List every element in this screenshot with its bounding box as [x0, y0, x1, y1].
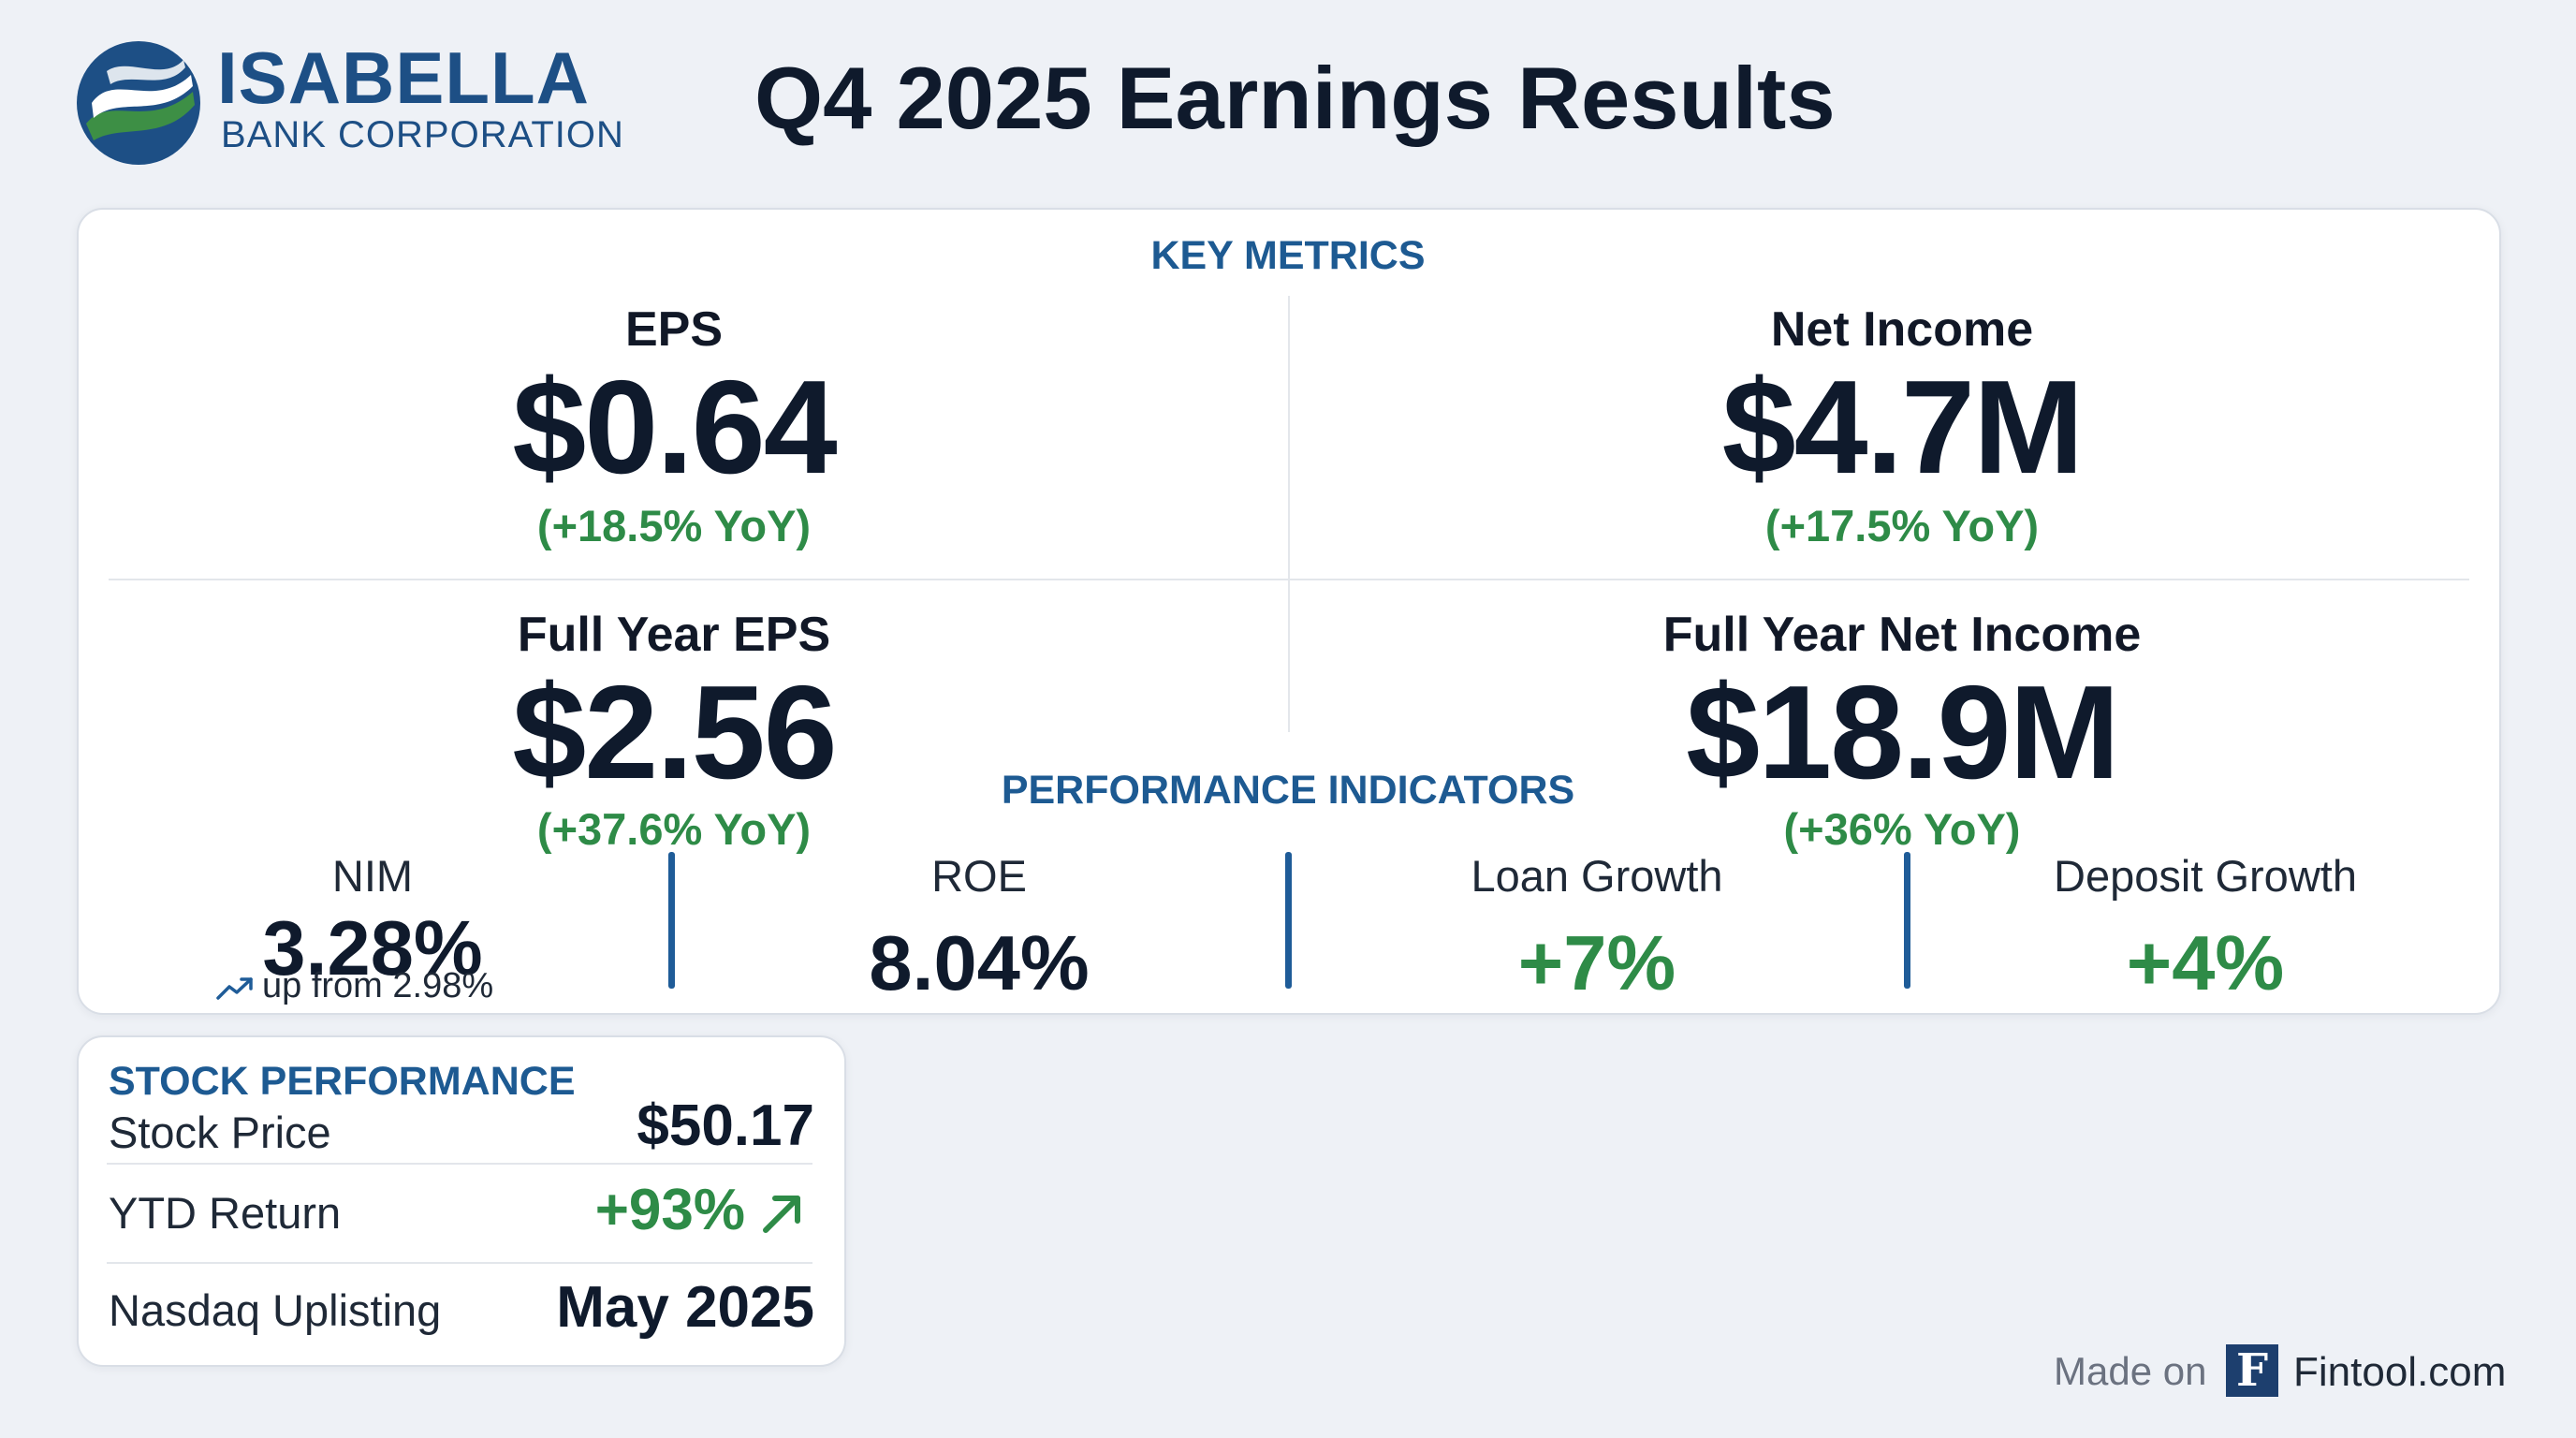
nim-change-text: up from 2.98% — [262, 966, 494, 1005]
nasdaq-uplisting-value: May 2025 — [556, 1275, 814, 1340]
indicator-value: 3.28% — [262, 904, 483, 991]
indicator-label: Loan Growth — [1471, 851, 1723, 901]
indicator-label: ROE — [931, 851, 1027, 901]
stock-price-value: $50.17 — [637, 1093, 814, 1158]
metric-label: Net Income — [1770, 302, 2034, 357]
stock-performance-card — [77, 1035, 846, 1367]
fintool-logo-icon: F — [2226, 1344, 2278, 1397]
metric-change: (+36% YoY) — [1783, 804, 2021, 854]
metric-label: Full Year Net Income — [1662, 608, 2142, 662]
ytd-return-label: YTD Return — [109, 1188, 342, 1238]
metric-net-income-value-wrap: $4.7M — [1481, 361, 2323, 494]
row-divider — [107, 1262, 812, 1264]
metric-eps-change-wrap: (+18.5% YoY) — [253, 504, 1095, 548]
vertical-divider — [1288, 296, 1290, 732]
metric-eps: EPS — [253, 305, 1095, 354]
metric-full-year-eps-value-wrap: $2.56 — [253, 667, 1095, 800]
metric-label: Full Year EPS — [517, 608, 831, 662]
indicator-deposit-growth: Deposit Growth +4% — [1943, 854, 2467, 1002]
indicator-separator — [1904, 852, 1910, 989]
nim-change-note: up from 2.98% — [215, 968, 493, 1004]
indicator-separator — [1285, 852, 1292, 989]
ytd-return-value: +93% — [594, 1178, 745, 1242]
metric-net-income: Net Income — [1481, 305, 2323, 354]
arrow-up-right-icon — [763, 1196, 800, 1233]
fintool-link[interactable]: Fintool.com — [2293, 1349, 2507, 1395]
nasdaq-uplisting-label: Nasdaq Uplisting — [109, 1285, 442, 1335]
metric-label: EPS — [624, 302, 724, 357]
metric-value: $2.56 — [512, 658, 837, 807]
stock-price-label: Stock Price — [109, 1108, 331, 1157]
trending-up-icon — [216, 977, 253, 1000]
metric-eps-value-wrap: $0.64 — [253, 361, 1095, 494]
page-title: Q4 2025 Earnings Results — [754, 49, 1836, 147]
indicator-label: Deposit Growth — [2054, 851, 2357, 901]
metric-net-income-change-wrap: (+17.5% YoY) — [1481, 504, 2323, 548]
brand-name: ISABELLA — [217, 37, 590, 119]
indicator-separator — [668, 852, 675, 989]
indicator-roe: ROE 8.04% — [717, 854, 1241, 1002]
indicator-value: 8.04% — [869, 919, 1090, 1006]
metric-full-year-net-income-change-wrap: (+36% YoY) — [1481, 807, 2323, 851]
metric-value: $18.9M — [1686, 658, 2120, 807]
metric-full-year-eps: Full Year EPS — [253, 610, 1095, 659]
stock-performance-title: STOCK PERFORMANCE — [109, 1059, 576, 1104]
metric-value: $4.7M — [1721, 353, 2085, 502]
metric-value: $0.64 — [512, 353, 837, 502]
brand-subtitle: BANK CORPORATION — [221, 114, 624, 155]
row-divider — [107, 1163, 812, 1165]
indicator-nim: NIM 3.28% — [110, 854, 635, 987]
metric-change: (+18.5% YoY) — [536, 501, 812, 550]
metric-full-year-net-income: Full Year Net Income — [1481, 610, 2323, 659]
indicator-label: NIM — [331, 851, 414, 901]
key-metrics-title: KEY METRICS — [1150, 233, 1426, 278]
metric-full-year-net-income-value-wrap: $18.9M — [1481, 667, 2323, 800]
horizontal-divider — [109, 579, 2469, 580]
metric-change: (+37.6% YoY) — [536, 804, 812, 854]
indicator-value: +7% — [1517, 919, 1676, 1006]
indicator-value: +4% — [2126, 919, 2285, 1006]
metric-full-year-eps-change-wrap: (+37.6% YoY) — [253, 807, 1095, 851]
isabella-logo-icon — [77, 41, 200, 165]
made-on-text: Made on — [2054, 1349, 2207, 1393]
metric-change: (+17.5% YoY) — [1764, 501, 2040, 550]
performance-indicators-title: PERFORMANCE INDICATORS — [1001, 768, 1575, 813]
indicator-loan-growth: Loan Growth +7% — [1335, 854, 1859, 1002]
